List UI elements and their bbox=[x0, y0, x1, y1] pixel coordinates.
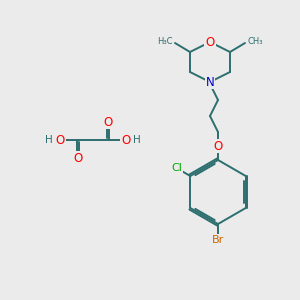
Text: O: O bbox=[213, 140, 223, 152]
Text: CH₃: CH₃ bbox=[247, 38, 262, 46]
Text: O: O bbox=[206, 35, 214, 49]
Text: O: O bbox=[56, 134, 64, 146]
Text: O: O bbox=[103, 116, 112, 128]
Text: O: O bbox=[122, 134, 130, 146]
Text: H: H bbox=[45, 135, 53, 145]
Text: Br: Br bbox=[212, 235, 224, 245]
Text: O: O bbox=[74, 152, 82, 164]
Text: H₃C: H₃C bbox=[158, 38, 173, 46]
Text: H: H bbox=[133, 135, 141, 145]
Text: Cl: Cl bbox=[171, 163, 182, 173]
Text: N: N bbox=[206, 76, 214, 88]
